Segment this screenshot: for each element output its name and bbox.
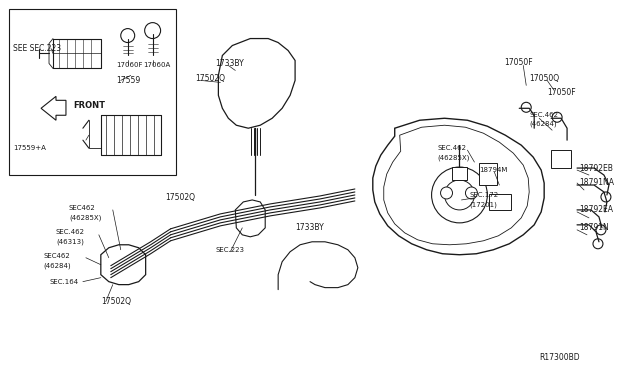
Polygon shape <box>218 39 295 128</box>
Text: FRONT: FRONT <box>73 101 105 110</box>
Text: SEC.172: SEC.172 <box>469 192 499 198</box>
Text: 18794M: 18794M <box>479 167 508 173</box>
Circle shape <box>596 225 606 235</box>
Text: 17502Q: 17502Q <box>195 74 225 83</box>
Polygon shape <box>41 96 66 120</box>
Bar <box>490 194 511 210</box>
Text: (46313): (46313) <box>56 238 84 245</box>
Text: 17559+A: 17559+A <box>13 145 46 151</box>
Circle shape <box>431 167 488 223</box>
Polygon shape <box>101 245 146 285</box>
Text: (46285X): (46285X) <box>69 215 101 221</box>
Circle shape <box>593 239 603 249</box>
Circle shape <box>465 187 477 199</box>
Text: SEC462: SEC462 <box>69 205 96 211</box>
Text: SEC.223: SEC.223 <box>216 247 244 253</box>
Circle shape <box>145 23 161 39</box>
Text: R17300BD: R17300BD <box>539 353 580 362</box>
Bar <box>9 9 175 175</box>
Text: 1733BY: 1733BY <box>295 223 324 232</box>
Text: 17050F: 17050F <box>547 88 576 97</box>
Circle shape <box>552 112 562 122</box>
Text: 18791NA: 18791NA <box>579 177 614 186</box>
Circle shape <box>601 192 611 202</box>
Text: SEC.462: SEC.462 <box>438 145 467 151</box>
Bar <box>479 163 497 185</box>
Text: (46284): (46284) <box>529 121 557 128</box>
Text: (46285X): (46285X) <box>438 155 470 161</box>
Text: SEC.164: SEC.164 <box>49 279 78 285</box>
Circle shape <box>445 180 474 210</box>
Text: 17060F: 17060F <box>116 62 142 68</box>
Text: 18791N: 18791N <box>579 223 609 232</box>
Text: 17050Q: 17050Q <box>529 74 559 83</box>
Text: 17559: 17559 <box>116 76 140 85</box>
Text: 17502Q: 17502Q <box>166 193 196 202</box>
Polygon shape <box>451 167 467 180</box>
Text: (46284): (46284) <box>43 263 70 269</box>
Circle shape <box>440 187 452 199</box>
Text: SEE SEC.223: SEE SEC.223 <box>13 44 61 53</box>
Text: SEC.462: SEC.462 <box>529 112 558 118</box>
Text: SEC.462: SEC.462 <box>56 229 85 235</box>
Circle shape <box>121 29 134 42</box>
Text: 18792EB: 18792EB <box>579 164 613 173</box>
Text: 17502Q: 17502Q <box>101 297 131 306</box>
Circle shape <box>521 102 531 112</box>
Polygon shape <box>373 118 544 255</box>
Text: 17060A: 17060A <box>143 62 171 68</box>
Text: 18792EA: 18792EA <box>579 205 613 214</box>
Text: SEC462: SEC462 <box>43 253 70 259</box>
Bar <box>551 150 571 168</box>
Text: (17201): (17201) <box>469 202 497 208</box>
Polygon shape <box>384 125 529 245</box>
Text: 17050F: 17050F <box>504 58 533 67</box>
Text: 1733BY: 1733BY <box>216 59 244 68</box>
Polygon shape <box>236 200 265 237</box>
